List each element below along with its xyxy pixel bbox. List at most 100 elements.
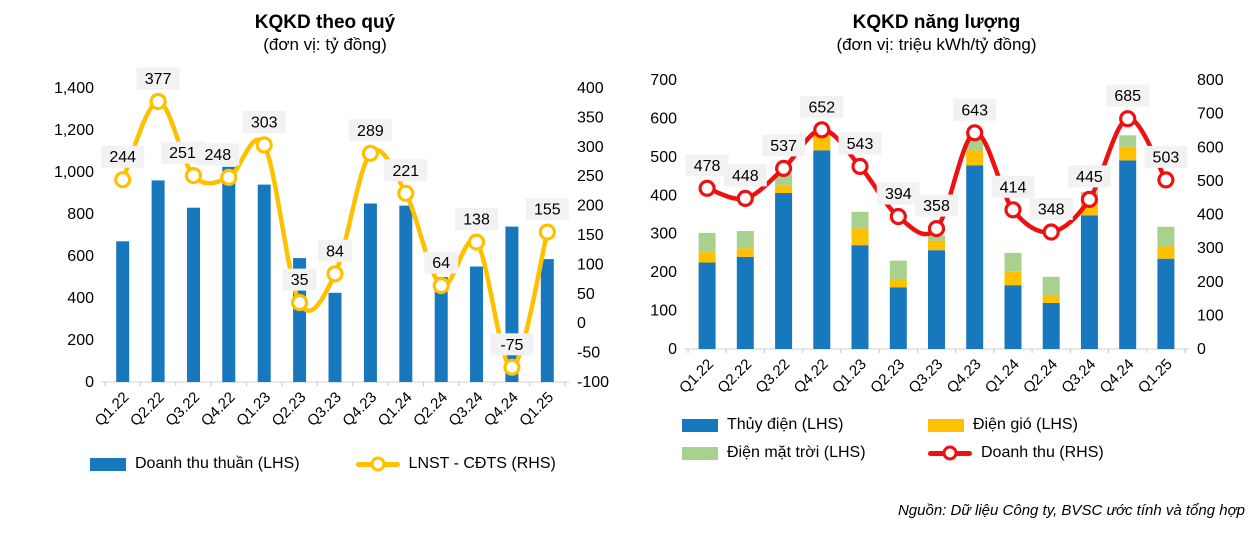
right-axis-tick-label: 600: [1197, 139, 1224, 156]
legend-item: Điện gió (LHS): [928, 416, 1188, 434]
bar-segment: [1042, 302, 1060, 349]
bar-segment: [698, 232, 716, 253]
right-axis-tick-label: 300: [1197, 240, 1224, 257]
line-point-marker: [114, 171, 132, 189]
x-category-label: Q4.24: [481, 389, 522, 430]
x-category-label: Q2.22: [127, 389, 168, 430]
data-label: 251: [169, 145, 196, 162]
bar-segment: [151, 180, 165, 382]
data-label-chip: [242, 111, 286, 133]
x-category-label: Q4.22: [198, 389, 239, 430]
legend-label: Điện mặt trời (LHS): [727, 444, 866, 461]
bar-segment: [851, 211, 869, 229]
bar-segment: [1004, 271, 1022, 286]
left-axis-tick-label: 0: [85, 374, 94, 391]
x-category-label: Q2.23: [269, 389, 310, 430]
chart-legend: Thủy điện (LHS) Điện gió (LHS) Điện mặt tr…: [682, 416, 1188, 462]
x-category-label: Q2.24: [410, 389, 451, 430]
data-label-chip: [424, 251, 459, 274]
data-label-chip: [348, 119, 392, 142]
left-axis-tick-label: 1,400: [54, 80, 94, 97]
right-axis-tick-label: 400: [1197, 207, 1224, 224]
x-category-label: Q3.22: [752, 356, 793, 397]
x-category-label: Q2.22: [714, 356, 755, 397]
data-label-chip: [455, 208, 498, 231]
right-axis-tick-label: -100: [577, 374, 609, 391]
x-category-label: Q3.22: [162, 389, 203, 430]
plot-area: 0 100 200 300 400 500 600 700 0 100 200 300 400 500 60…: [650, 72, 1224, 397]
legend-line-swatch: [928, 445, 972, 461]
line-point-marker: [1004, 201, 1022, 219]
data-label: 303: [251, 115, 278, 132]
bar-segment: [540, 259, 554, 382]
data-label: 248: [204, 147, 231, 164]
data-label-chip: [1106, 84, 1150, 107]
legend-label: Điện gió (LHS): [973, 416, 1078, 433]
x-category-label: Q1.25: [516, 389, 557, 430]
legend-item: Doanh thu (RHS): [928, 444, 1188, 462]
line-point-marker: [813, 121, 831, 139]
right-axis-tick-label: 700: [1197, 106, 1224, 123]
legend-item: Doanh thu thuần (LHS): [90, 455, 300, 473]
line-point-marker: [467, 233, 486, 251]
legend-label: LNST - CĐTS (RHS): [408, 455, 556, 472]
bar-segment: [116, 241, 130, 382]
right-axis-tick-label: 250: [577, 168, 604, 185]
right-axis-tick-label: 0: [577, 315, 586, 332]
bar-segment: [775, 193, 793, 349]
bar-segment: [775, 173, 793, 186]
line-point-marker: [503, 358, 521, 376]
right-axis-tick-label: 300: [577, 139, 604, 156]
bar-segment: [1004, 252, 1022, 272]
left-axis-tick-label: 200: [67, 332, 94, 349]
data-label-chip: [915, 194, 958, 217]
bar-segment: [736, 248, 754, 257]
legend-label: Thủy điện (LHS): [727, 416, 844, 433]
bar-segment: [1004, 285, 1022, 349]
chart-panel-energy-results: KQKD năng lượng (đơn vị: triệu kWh/tỷ đồ…: [630, 0, 1258, 546]
x-category-label: Q4.23: [339, 389, 380, 430]
x-category-label: Q3.23: [905, 356, 946, 397]
legend-line-marker: [370, 456, 386, 472]
bar-segment: [889, 260, 907, 280]
data-label: 643: [961, 102, 988, 119]
legend-bar-swatch: [682, 418, 718, 432]
line-point-marker: [184, 166, 203, 185]
bar-segment: [889, 279, 907, 288]
bar-segment: [813, 134, 831, 151]
data-label: 537: [770, 138, 797, 155]
bar-segment: [736, 256, 754, 349]
chart-panel-quarterly-results: KQKD theo quý (đơn vị: tỷ đồng) 0 200 400 6…: [54, 12, 609, 473]
data-label: 414: [1000, 179, 1027, 196]
line-point-marker: [361, 144, 379, 162]
data-label-chip: [800, 95, 844, 118]
data-label: 377: [145, 71, 172, 88]
legend-label: Doanh thu (RHS): [981, 444, 1104, 461]
legend-bar-swatch: [90, 457, 126, 471]
bar-segment: [1119, 146, 1137, 161]
right-axis-tick-label: 0: [1197, 341, 1206, 358]
data-label: 35: [291, 272, 309, 289]
bar-segment: [698, 262, 716, 349]
bar-segment: [1042, 276, 1060, 296]
chart-legend: Doanh thu thuần (LHS) LNST - CĐTS (RHS): [90, 455, 556, 473]
line-point-marker: [326, 265, 344, 283]
data-label-chip: [318, 239, 352, 262]
data-label-chip: [490, 333, 534, 356]
data-label: 448: [732, 168, 759, 185]
bar-segment: [1042, 296, 1060, 303]
left-axis-tick-label: 0: [668, 341, 677, 358]
line-point-marker: [1119, 110, 1137, 128]
left-axis-tick-label: 600: [650, 110, 677, 127]
left-axis-tick-label: 500: [650, 149, 677, 166]
left-axis-tick-label: 400: [67, 290, 94, 307]
data-label: 155: [534, 202, 561, 219]
plot-area: 0 200 400 600 800 1,000 1,200 1,400 -100 -50 0 50 10…: [54, 67, 609, 430]
data-label-chip: [101, 145, 145, 168]
right-axis-tick-label: 200: [577, 198, 604, 215]
data-label: 289: [357, 123, 384, 140]
data-label-chip: [838, 132, 882, 155]
bar-segment: [363, 203, 377, 382]
x-category-label: Q3.24: [1058, 356, 1099, 397]
data-label: 358: [923, 198, 950, 215]
